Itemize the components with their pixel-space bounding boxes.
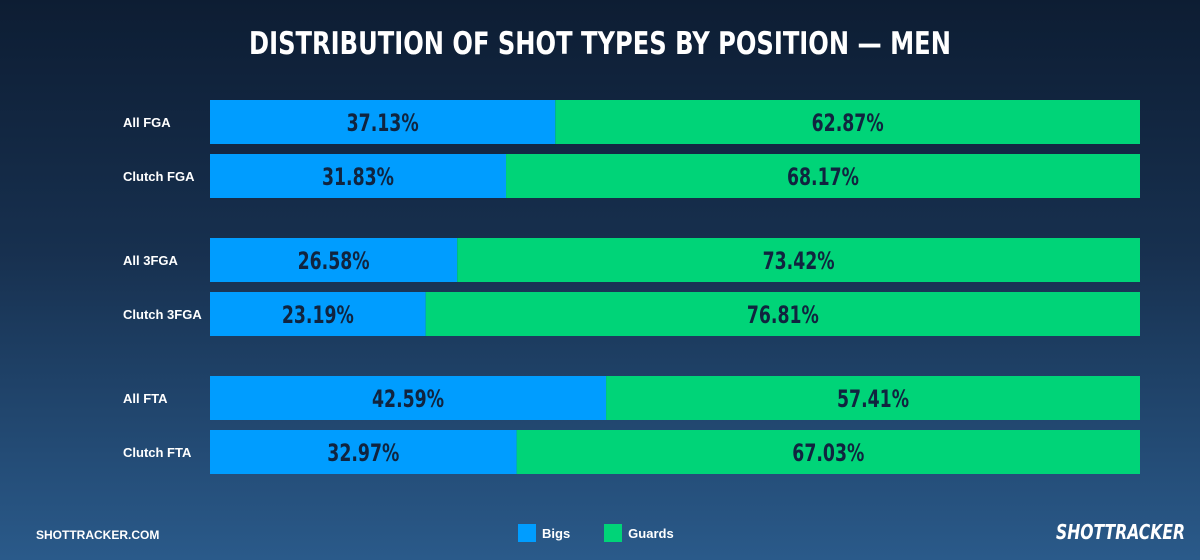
bar-segment-guards — [606, 376, 1140, 420]
category-label: All FTA — [123, 391, 168, 406]
bar-segment-guards — [506, 154, 1140, 198]
data-label-bigs: 42.59% — [372, 385, 444, 413]
data-label-bigs: 31.83% — [322, 163, 394, 191]
bar-row: Clutch 3FGA 23.19% 76.81% — [123, 292, 1140, 336]
bar-row: All FTA 42.59% 57.41% — [123, 376, 1140, 420]
bar-segment-guards — [425, 292, 1140, 336]
bar-row: All FGA 37.13% 62.87% — [123, 100, 1140, 144]
data-label-guards: 67.03% — [792, 439, 864, 467]
category-label: Clutch 3FGA — [123, 307, 202, 322]
brand-logo: SHOTTRACKER — [1056, 520, 1186, 544]
data-label-bigs: 32.97% — [327, 439, 399, 467]
footer-site-url: SHOTTRACKER.COM — [36, 528, 160, 542]
data-label-guards: 76.81% — [747, 301, 819, 329]
bar-segment-bigs — [210, 430, 517, 474]
data-label-guards: 57.41% — [837, 385, 909, 413]
chart-legend: Bigs Guards — [518, 524, 708, 542]
chart-title: DISTRIBUTION OF SHOT TYPES BY POSITION —… — [249, 26, 951, 62]
data-label-bigs: 37.13% — [347, 109, 419, 137]
legend-swatch-bigs — [518, 524, 536, 542]
bar-segment-bigs — [210, 100, 556, 144]
bar-row: Clutch FTA 32.97% 67.03% — [123, 430, 1140, 474]
legend-item-guards: Guards — [604, 524, 674, 542]
category-label: All FGA — [123, 115, 171, 130]
data-label-bigs: 23.19% — [282, 301, 354, 329]
legend-label-guards: Guards — [628, 525, 674, 541]
bar-segment-bigs — [210, 376, 607, 420]
bar-row: Clutch FGA 31.83% 68.17% — [123, 154, 1140, 198]
category-label: Clutch FGA — [123, 169, 195, 184]
legend-swatch-guards — [604, 524, 623, 542]
data-label-guards: 62.87% — [812, 109, 884, 137]
bar-segment-bigs — [210, 292, 426, 336]
bar-segment-guards — [516, 430, 1140, 474]
bar-segment-bigs — [210, 154, 507, 198]
bar-segment-bigs — [210, 238, 458, 282]
data-label-guards: 73.42% — [763, 247, 835, 275]
category-label: All 3FGA — [123, 253, 179, 268]
legend-item-bigs: Bigs — [518, 524, 570, 542]
legend-label-bigs: Bigs — [542, 525, 571, 541]
data-label-bigs: 26.58% — [298, 247, 370, 275]
category-label: Clutch FTA — [123, 445, 192, 460]
bar-row: All 3FGA 26.58% 73.42% — [123, 238, 1141, 282]
bar-segment-guards — [457, 238, 1141, 282]
bar-segment-guards — [555, 100, 1140, 144]
data-label-guards: 68.17% — [787, 163, 859, 191]
